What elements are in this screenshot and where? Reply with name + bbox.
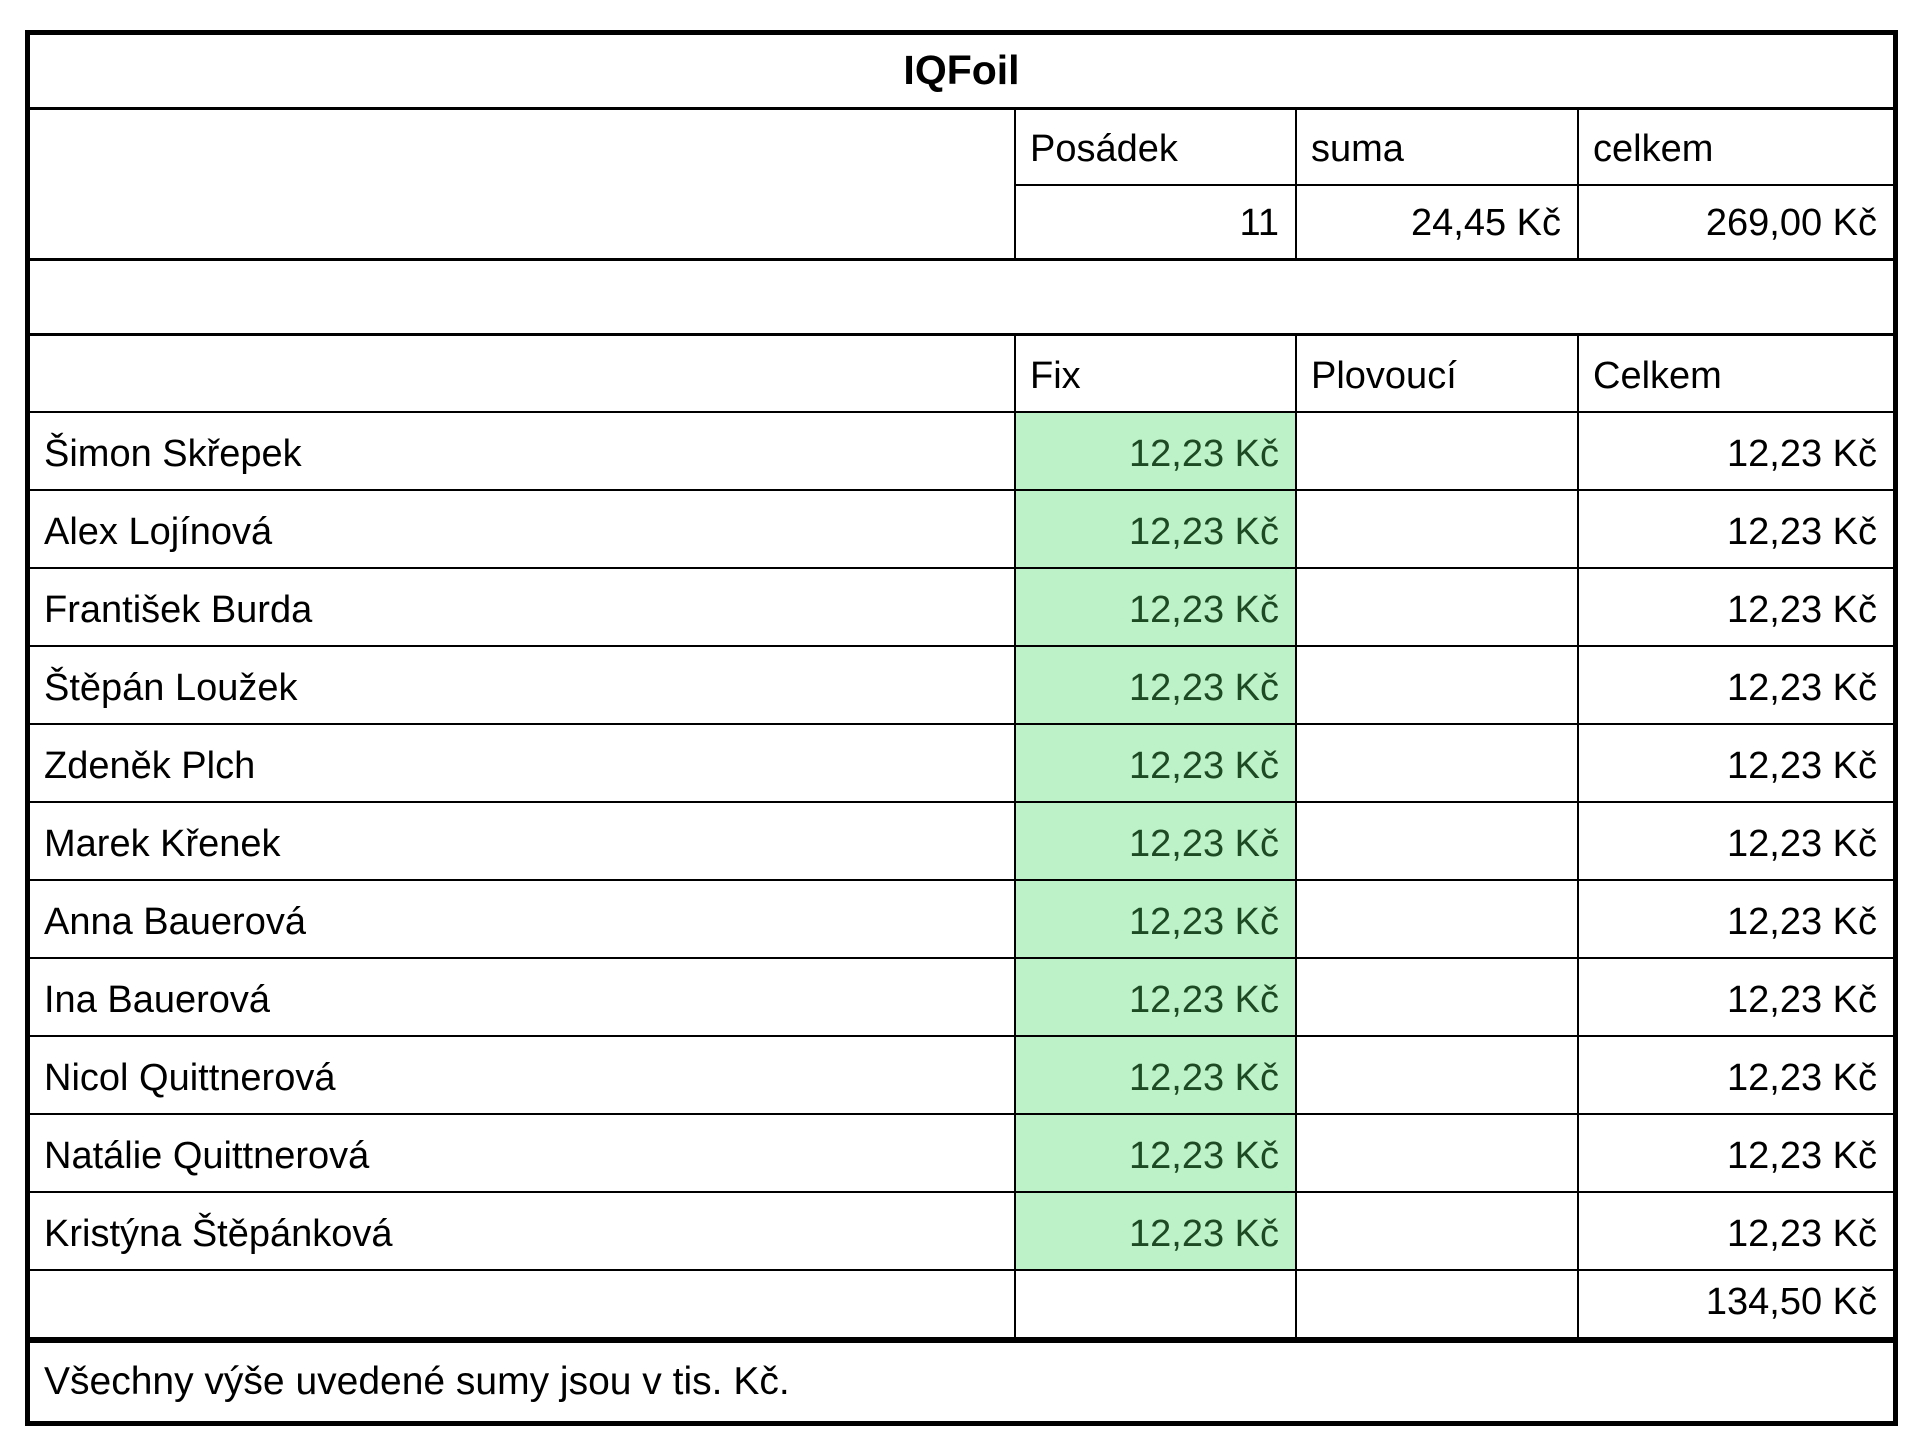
fix-value-cell: 12,23 Kč — [1016, 647, 1297, 725]
fix-value-cell: 12,23 Kč — [1016, 413, 1297, 491]
total-empty-plovouci-cell — [1297, 1271, 1579, 1343]
plovouci-cell — [1297, 959, 1579, 1037]
plovouci-cell — [1297, 413, 1579, 491]
fix-value-cell: 12,23 Kč — [1016, 959, 1297, 1037]
fix-value-cell: 12,23 Kč — [1016, 491, 1297, 569]
celkem-value-cell: 12,23 Kč — [1579, 803, 1893, 881]
fix-value-cell: 12,23 Kč — [1016, 881, 1297, 959]
crew-name: Kristýna Štěpánková — [30, 1193, 1016, 1271]
crew-name: Nicol Quittnerová — [30, 1037, 1016, 1115]
footnote: Všechny výše uvedené sumy jsou v tis. Kč… — [44, 1359, 790, 1403]
plovouci-cell — [1297, 803, 1579, 881]
crew-name: Štěpán Loužek — [30, 647, 1016, 725]
plovouci-cell — [1297, 725, 1579, 803]
celkem-value-cell: 12,23 Kč — [1579, 413, 1893, 491]
crew-name: Zdeněk Plch — [30, 725, 1016, 803]
detail-header-plovouci: Plovoucí — [1297, 336, 1579, 413]
fix-value-cell: 12,23 Kč — [1016, 1193, 1297, 1271]
celkem-value-cell: 12,23 Kč — [1579, 959, 1893, 1037]
detail-header-celkem: Celkem — [1579, 336, 1893, 413]
plovouci-cell — [1297, 881, 1579, 959]
fix-value-cell: 12,23 Kč — [1016, 725, 1297, 803]
iqfoil-table: IQFoil Posádek suma celkem 11 24,45 Kč 2… — [25, 30, 1898, 1426]
plovouci-cell — [1297, 491, 1579, 569]
crew-name: Anna Bauerová — [30, 881, 1016, 959]
total-celkem-value: 134,50 Kč — [1579, 1271, 1893, 1343]
summary-posadek-value: 11 — [1016, 186, 1297, 261]
celkem-value-cell: 12,23 Kč — [1579, 569, 1893, 647]
celkem-value-cell: 12,23 Kč — [1579, 1115, 1893, 1193]
celkem-value-cell: 12,23 Kč — [1579, 491, 1893, 569]
crew-name: Alex Lojínová — [30, 491, 1016, 569]
summary-suma-value: 24,45 Kč — [1297, 186, 1579, 261]
crew-name: Marek Křenek — [30, 803, 1016, 881]
celkem-value-cell: 12,23 Kč — [1579, 1193, 1893, 1271]
plovouci-cell — [1297, 1193, 1579, 1271]
plovouci-cell — [1297, 1037, 1579, 1115]
crew-name: Natálie Quittnerová — [30, 1115, 1016, 1193]
summary-header-suma: suma — [1297, 110, 1579, 186]
fix-value-cell: 12,23 Kč — [1016, 1037, 1297, 1115]
fix-value-cell: 12,23 Kč — [1016, 1115, 1297, 1193]
detail-header-empty-cell — [30, 336, 1016, 413]
fix-value-cell: 12,23 Kč — [1016, 569, 1297, 647]
summary-header-celkem: celkem — [1579, 110, 1893, 186]
celkem-value-cell: 12,23 Kč — [1579, 725, 1893, 803]
total-empty-fix-cell — [1016, 1271, 1297, 1343]
detail-header-fix: Fix — [1016, 336, 1297, 413]
table-title: IQFoil — [30, 35, 1893, 110]
celkem-value-cell: 12,23 Kč — [1579, 1037, 1893, 1115]
summary-celkem-value: 269,00 Kč — [1579, 186, 1893, 261]
total-empty-name-cell — [30, 1271, 1016, 1343]
summary-header-posadek: Posádek — [1016, 110, 1297, 186]
celkem-value-cell: 12,23 Kč — [1579, 647, 1893, 725]
celkem-value-cell: 12,23 Kč — [1579, 881, 1893, 959]
plovouci-cell — [1297, 647, 1579, 725]
fix-value-cell: 12,23 Kč — [1016, 803, 1297, 881]
crew-name: Šimon Skřepek — [30, 413, 1016, 491]
plovouci-cell — [1297, 1115, 1579, 1193]
crew-name: František Burda — [30, 569, 1016, 647]
summary-empty-cell — [30, 110, 1016, 261]
plovouci-cell — [1297, 569, 1579, 647]
crew-name: Ina Bauerová — [30, 959, 1016, 1037]
spacer-row — [30, 261, 1893, 336]
